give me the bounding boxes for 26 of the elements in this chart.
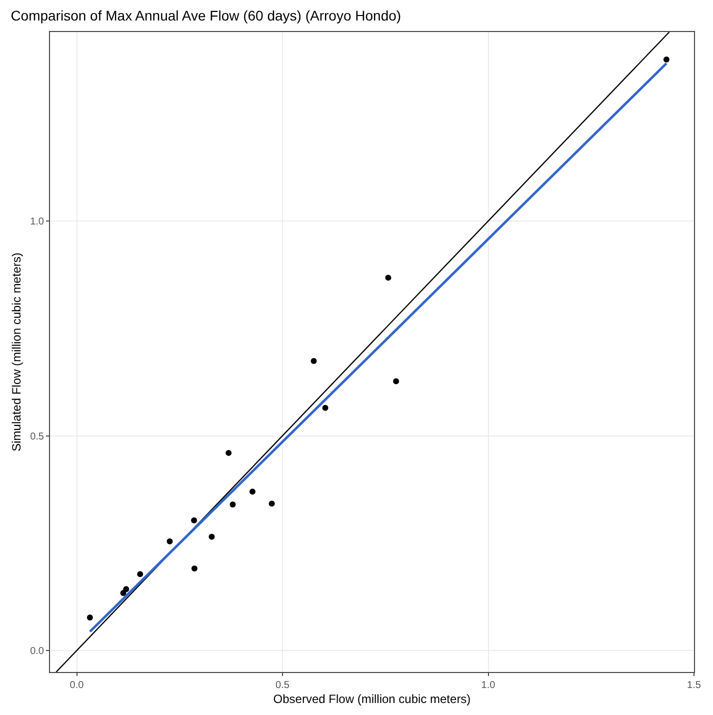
point: [191, 517, 198, 524]
point: [385, 274, 392, 281]
point: [191, 565, 198, 572]
x-tick-label: 1.0: [481, 680, 496, 691]
chart-title: Comparison of Max Annual Ave Flow (60 days) (Arroyo Hondo): [10, 8, 402, 24]
point: [249, 488, 256, 495]
point: [226, 450, 232, 456]
point: [322, 404, 328, 411]
point: [663, 56, 670, 62]
x-tick-label: 0.0: [70, 680, 84, 691]
x-tick-label: 0.5: [276, 680, 290, 691]
point: [268, 500, 275, 507]
y-tick-label: 1.0: [30, 216, 44, 228]
point: [123, 586, 130, 592]
point: [310, 358, 317, 364]
x-tick-label: 1.5: [687, 680, 702, 691]
y-tick-label: 0.0: [30, 646, 44, 658]
point: [230, 501, 236, 508]
y-axis-title: Simulated Flow (million cubic meters): [9, 252, 24, 452]
x-axis-title: Observed Flow (million cubic meters): [273, 692, 471, 706]
point: [137, 571, 144, 578]
point: [208, 534, 215, 540]
point: [86, 614, 93, 620]
point: [393, 378, 400, 384]
y-tick-label: 0.5: [30, 431, 44, 442]
point: [166, 538, 173, 544]
